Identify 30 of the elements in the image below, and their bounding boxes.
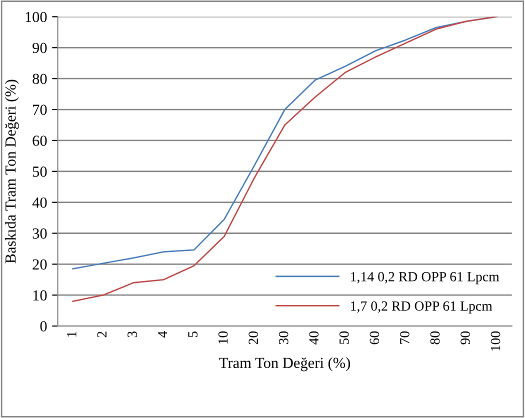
y-tick-label: 90	[32, 42, 47, 54]
x-tick-label: 80	[430, 331, 440, 344]
x-tick-label: 90	[460, 331, 470, 344]
y-tick-label: 0	[40, 321, 47, 332]
legend-label: 1,14 0,2 RD OPP 61 Lpcm	[351, 272, 500, 284]
y-tick-label: 80	[32, 74, 47, 84]
x-tick-label: 60	[370, 331, 380, 344]
y-axis-title: Baskıda Tram Ton Değeri (%)	[4, 80, 19, 264]
x-axis-title: Tram Ton Değeri (%)	[219, 357, 350, 372]
y-tick-label: 60	[32, 136, 47, 146]
y-tick-label: 70	[33, 104, 47, 115]
x-tick-label: 40	[309, 331, 319, 345]
y-tick-label: 20	[32, 259, 47, 270]
x-tick-label: 3	[128, 331, 137, 338]
legend-label: 1,7 0,2 RD OPP 61 Lpcm	[351, 301, 492, 314]
y-tick-label: 30	[32, 228, 47, 239]
y-tick-label: 100	[26, 12, 47, 22]
x-tick-label: 5	[188, 331, 198, 338]
x-tick-label: 100	[490, 331, 500, 351]
y-tick-label: 50	[32, 166, 47, 177]
y-tick-label: 40	[32, 197, 47, 208]
x-tick-label: 10	[218, 331, 228, 344]
x-tick-label: 20	[248, 331, 258, 344]
x-tick-label: 4	[158, 331, 168, 338]
y-tick-label: 10	[33, 290, 47, 301]
x-tick-label: 30	[278, 331, 288, 344]
x-tick-label: 2	[97, 332, 106, 338]
x-tick-label: 50	[339, 331, 349, 344]
x-tick-label: 70	[400, 331, 410, 344]
x-tick-label: 1	[67, 332, 76, 337]
